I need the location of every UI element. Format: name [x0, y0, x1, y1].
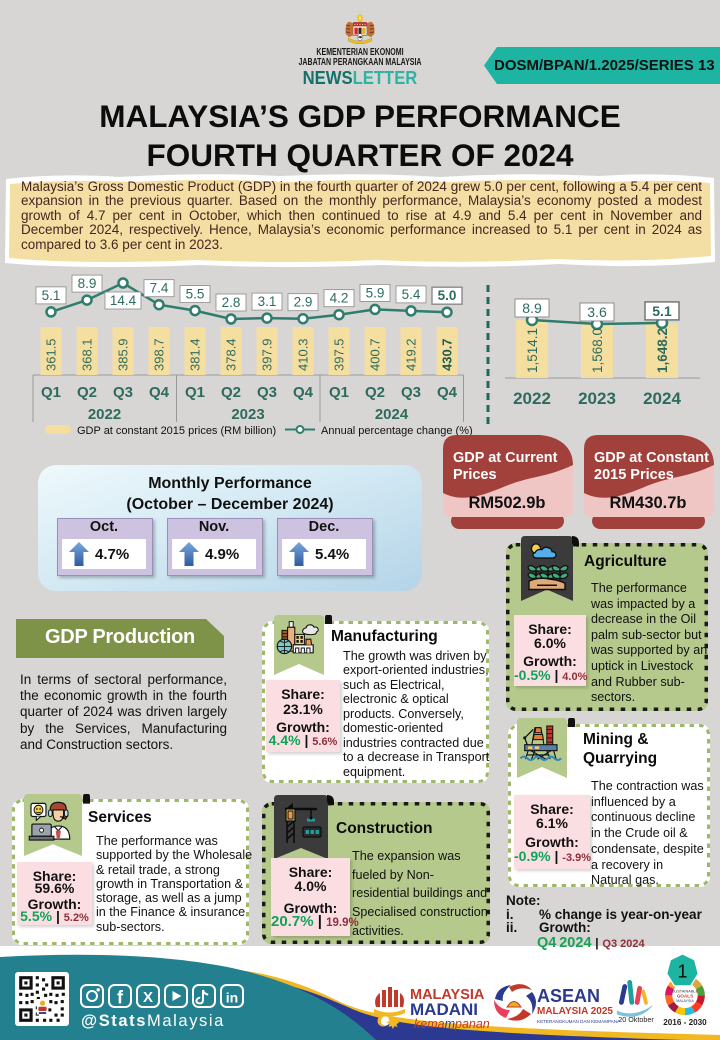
svg-text:2015 Prices: 2015 Prices — [594, 467, 674, 483]
svg-text:397.9: 397.9 — [260, 338, 275, 371]
svg-text:GDP at Current: GDP at Current — [453, 450, 558, 466]
svg-text:Q1: Q1 — [41, 384, 61, 401]
svg-text:X: X — [143, 989, 153, 1006]
svg-text:2024: 2024 — [375, 406, 409, 423]
svg-text:361.5: 361.5 — [44, 338, 59, 371]
svg-text:2023: 2023 — [231, 406, 264, 423]
svg-text:5.4: 5.4 — [402, 287, 421, 302]
svg-text:Q1: Q1 — [185, 384, 205, 401]
svg-text:397.5: 397.5 — [332, 338, 347, 371]
svg-text:5.5: 5.5 — [186, 287, 205, 302]
svg-text:in: in — [226, 990, 238, 1006]
svg-text:3.6: 3.6 — [587, 304, 607, 320]
svg-text:MALAYSIA: MALAYSIA — [676, 999, 694, 1003]
svg-text:368.1: 368.1 — [80, 338, 95, 371]
svg-text:KETERANGKUMAN DAN KEMAMPANAN: KETERANGKUMAN DAN KEMAMPANAN — [537, 1019, 619, 1024]
svg-text:2.8: 2.8 — [222, 295, 241, 310]
svg-text:5.1: 5.1 — [42, 288, 61, 303]
svg-text:2023: 2023 — [578, 389, 616, 408]
svg-text:5.1: 5.1 — [652, 303, 672, 319]
svg-text:MADANI: MADANI — [410, 1000, 478, 1019]
svg-text:20 Oktober: 20 Oktober — [618, 1016, 654, 1024]
svg-text:RM502.9b: RM502.9b — [468, 494, 545, 512]
svg-text:8.9: 8.9 — [78, 276, 97, 291]
svg-text:7.4: 7.4 — [150, 281, 169, 296]
svg-text:2016 - 2030: 2016 - 2030 — [663, 1018, 707, 1027]
svg-text:Annual percentage change (%): Annual percentage change (%) — [321, 425, 473, 437]
svg-text:Q3: Q3 — [113, 384, 133, 401]
svg-text:430.7: 430.7 — [440, 338, 455, 371]
svg-text:410.3: 410.3 — [296, 338, 311, 371]
svg-text:2024: 2024 — [643, 389, 681, 408]
svg-text:SUSTAINABLE: SUSTAINABLE — [672, 988, 699, 993]
svg-text:Q4: Q4 — [293, 384, 314, 401]
svg-text:GDP at constant 2015 prices (R: GDP at constant 2015 prices (RM billion) — [77, 425, 276, 437]
svg-text:Q2: Q2 — [77, 384, 97, 401]
svg-text:MALAYSIA 2025: MALAYSIA 2025 — [537, 1006, 613, 1017]
svg-text:2.9: 2.9 — [294, 295, 313, 310]
svg-text:Q3: Q3 — [257, 384, 277, 401]
svg-text:Prices: Prices — [453, 467, 497, 483]
svg-text:378.4: 378.4 — [224, 338, 239, 371]
svg-text:5.9: 5.9 — [366, 285, 385, 300]
svg-text:1,568.0: 1,568.0 — [590, 328, 605, 373]
svg-text:385.9: 385.9 — [116, 338, 131, 371]
svg-text:419.2: 419.2 — [404, 338, 419, 371]
svg-text:Q3: Q3 — [401, 384, 421, 401]
svg-text:GDP at Constant: GDP at Constant — [594, 450, 709, 466]
svg-text:2022: 2022 — [513, 389, 551, 408]
svg-text:GOALS: GOALS — [677, 993, 693, 998]
svg-text:5.0: 5.0 — [438, 288, 457, 303]
svg-text:400.7: 400.7 — [368, 338, 383, 371]
svg-text:RM430.7b: RM430.7b — [609, 494, 686, 512]
svg-text:381.4: 381.4 — [188, 338, 203, 371]
svg-text:4.2: 4.2 — [330, 291, 349, 306]
svg-text:3.1: 3.1 — [258, 294, 277, 309]
svg-text:Q2: Q2 — [221, 384, 241, 401]
svg-text:Q2: Q2 — [365, 384, 385, 401]
svg-text:Q4: Q4 — [149, 384, 170, 401]
svg-text:Q4: Q4 — [437, 384, 458, 401]
svg-text:8.9: 8.9 — [522, 300, 542, 316]
svg-text:kemampanan: kemampanan — [414, 1017, 490, 1031]
svg-text:MALAYSIA: MALAYSIA — [410, 987, 485, 1003]
svg-text:ASEAN: ASEAN — [537, 986, 600, 1006]
svg-text:14.4: 14.4 — [110, 293, 137, 308]
svg-text:1: 1 — [677, 961, 687, 981]
svg-text:398.7: 398.7 — [152, 338, 167, 371]
svg-text:Q1: Q1 — [329, 384, 349, 401]
svg-text:f: f — [117, 988, 124, 1008]
svg-text:1,514.1: 1,514.1 — [525, 328, 540, 373]
svg-text:2022: 2022 — [88, 406, 121, 423]
svg-text:1,648.2: 1,648.2 — [655, 328, 670, 373]
